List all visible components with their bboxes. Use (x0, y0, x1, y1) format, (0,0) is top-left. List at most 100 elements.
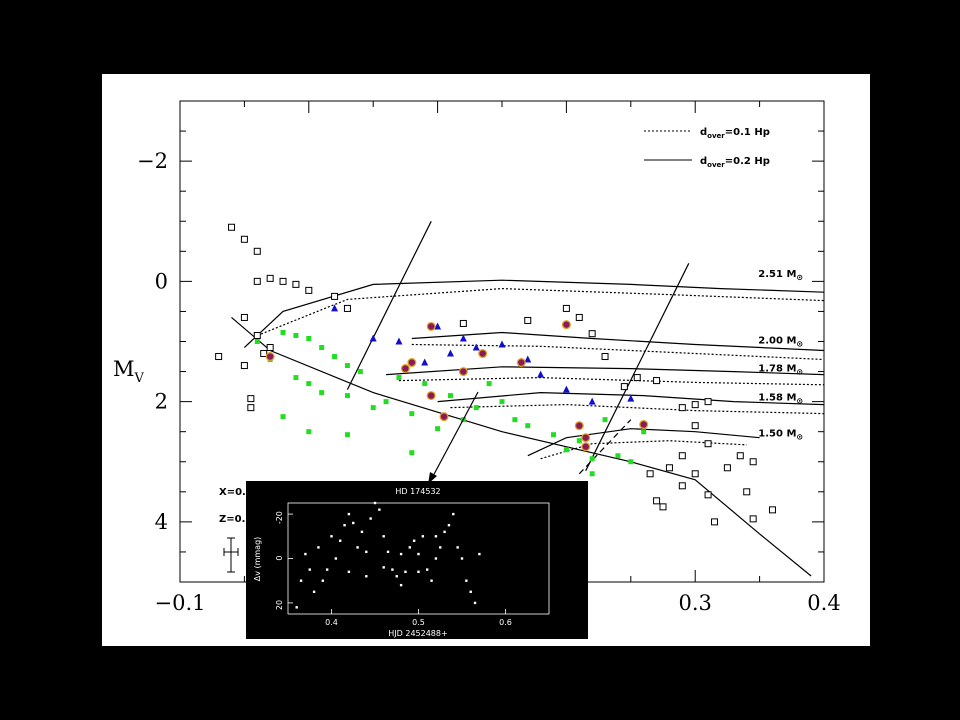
inset-x-tick-label: 0.5 (412, 618, 425, 627)
green-square-point (602, 417, 608, 423)
inset-point (356, 546, 359, 549)
inset-x-tick-label: 0.4 (325, 618, 338, 627)
track-labels: 2.51 M⊙ 2.00 M⊙ 1.78 M⊙ 1.58 M⊙ 1.50 M⊙ (758, 269, 803, 441)
blue-triangle-point (331, 304, 339, 312)
open-square-point (653, 497, 661, 505)
blue-triangle-point (524, 355, 532, 363)
purple-circle-point (640, 421, 647, 428)
green-square-point (551, 432, 557, 438)
inset-point (443, 530, 446, 534)
open-square-point (653, 377, 661, 385)
inset-point (434, 557, 438, 560)
open-square-point (266, 344, 274, 352)
x-tick-label: 0.3 (678, 591, 711, 615)
inset-y-tick-label: 20 (275, 600, 284, 610)
inset-point (347, 570, 351, 574)
inset-light-curve: HD 174532 HJD 2452488+ Δv (mmag) 0.4 0.5 0… (246, 481, 588, 639)
inset-point (365, 550, 368, 554)
inset-xlabel: HJD 2452488+ (388, 629, 447, 638)
inset-point (465, 579, 468, 582)
inset-point (365, 575, 368, 578)
green-square-point (332, 354, 338, 360)
green-square-point (293, 332, 299, 338)
green-square-point (306, 381, 312, 387)
open-square-point (215, 353, 223, 361)
green-square-point (409, 411, 415, 417)
inset-point (391, 568, 394, 571)
purple-circle-point (563, 321, 570, 328)
inset-points (295, 501, 481, 609)
inset-point (360, 530, 364, 534)
open-square-point (240, 313, 248, 321)
inset-point (460, 557, 464, 560)
track-solid-2.00 (411, 331, 825, 352)
x-tick-label: 0.4 (807, 591, 840, 615)
inset-point (399, 552, 403, 556)
open-square-point (575, 313, 583, 321)
open-square-point (646, 470, 654, 478)
open-square-point (279, 277, 287, 285)
purple-circle-point (266, 353, 274, 360)
green-square-point (615, 453, 621, 459)
purple-circle-point (582, 434, 589, 441)
open-square-point (691, 470, 699, 478)
green-square-point (435, 426, 441, 432)
green-square-point (473, 405, 479, 411)
x-tick-labels: −0.1 0.3 0.4 (155, 591, 841, 615)
green-square-point (512, 417, 518, 423)
green-square-point (344, 393, 350, 399)
inset-point (378, 508, 381, 511)
track-dotted-2.51 (257, 287, 825, 337)
inset-x-tick-label: 0.6 (499, 618, 512, 627)
green-square-point (254, 339, 260, 344)
purple-circle-point (582, 443, 589, 450)
red-edge-line (585, 263, 690, 472)
blue-triangle-point (627, 394, 635, 402)
instability-strip (346, 221, 690, 475)
composition-label: Z=0. (219, 514, 245, 525)
inset-ticks: 0.4 0.5 0.6 -20 0 20 (275, 511, 512, 627)
y-axis-label: MV (113, 357, 145, 386)
blue-triangle-point (498, 340, 506, 348)
open-square-point (723, 464, 731, 472)
open-square-point (292, 280, 300, 288)
open-square-point (665, 464, 673, 472)
blue-triangle-point (588, 397, 596, 405)
open-square-point (562, 304, 570, 312)
inset-point (312, 590, 316, 593)
green-square-point (383, 399, 389, 405)
track-dotted-2.00 (411, 343, 825, 361)
green-square-point (280, 329, 286, 335)
inset-point (295, 606, 298, 609)
track-solid-1.58 (437, 391, 825, 406)
open-square-point (678, 452, 686, 460)
open-square-point (266, 274, 274, 282)
blue-triangle-point (446, 349, 454, 357)
inset-point (439, 546, 442, 549)
purple-circle-point (460, 368, 467, 375)
green-square-point (306, 429, 312, 435)
open-square-point (228, 223, 236, 231)
open-square-point (691, 401, 699, 409)
purple-circle-point (518, 359, 525, 366)
inset-point (352, 521, 355, 525)
inset-point (447, 524, 451, 527)
open-square-point (704, 440, 712, 448)
purple-circle-point (402, 365, 409, 372)
green-square-point (576, 438, 582, 444)
green-square-point (589, 471, 595, 477)
inset-point (304, 552, 307, 556)
legend-label: dover=0.1 Hp (700, 127, 770, 140)
blue-triangle-point (395, 337, 403, 345)
open-square-point (704, 398, 712, 406)
open-square-point (691, 422, 699, 430)
green-square-point (525, 423, 531, 429)
track-label: 2.51 M⊙ (758, 269, 803, 282)
open-square-point (620, 383, 628, 391)
green-square-point (319, 390, 325, 396)
inset-point (334, 557, 338, 560)
track-dotted-1.50 (540, 440, 747, 460)
inset-point (347, 512, 351, 516)
blue-triangle-point (421, 358, 429, 366)
